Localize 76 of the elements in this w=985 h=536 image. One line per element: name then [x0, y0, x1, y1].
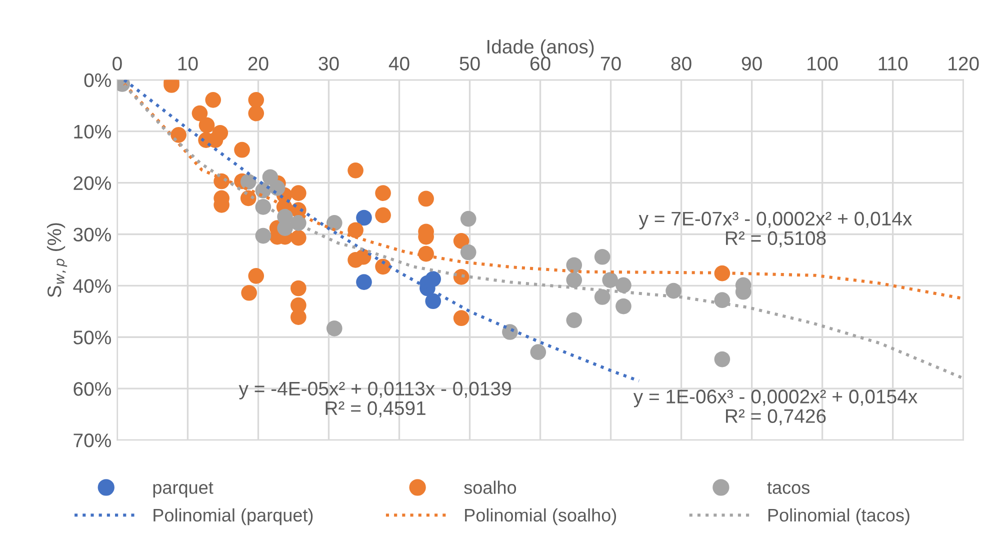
- x-tick-label: 40: [388, 56, 410, 70]
- point: [375, 258, 391, 275]
- y-axis-title: S$_{w,p}$ (%): [46, 223, 68, 298]
- point: [530, 344, 546, 360]
- point: [326, 214, 342, 231]
- x-tick-label: 60: [530, 56, 550, 70]
- x-tick-label: 20: [248, 56, 268, 70]
- point: [290, 185, 306, 201]
- x-tick-label: 10: [178, 56, 198, 70]
- x-tick-label: 90: [742, 56, 762, 70]
- point: [198, 117, 215, 134]
- point: [714, 351, 730, 368]
- point: [248, 105, 264, 122]
- y-tick-label: 50%: [74, 330, 111, 344]
- y-tick-label: 10%: [74, 124, 111, 139]
- x-tick-label: 0: [112, 56, 122, 70]
- point: [594, 289, 610, 305]
- y-tick-label: 30%: [73, 228, 111, 242]
- point: [616, 298, 632, 314]
- point: [616, 277, 632, 294]
- point: [348, 162, 364, 178]
- annotation: y = -4E-05x² + 0,0113x - 0,0139 R² = 0,4591: [238, 382, 511, 418]
- point: [566, 272, 582, 288]
- x-tick-label: 30: [318, 56, 339, 70]
- point: [269, 180, 286, 196]
- point: [460, 210, 476, 227]
- y-tick-label: 40%: [73, 279, 111, 293]
- point: [356, 210, 372, 226]
- point: [356, 274, 372, 290]
- x-tick-label: 100: [808, 56, 838, 70]
- point: [241, 284, 257, 301]
- point: [602, 272, 618, 288]
- y-tick-label: 0%: [84, 73, 111, 88]
- point: [290, 230, 306, 246]
- y-tick-label: 60%: [74, 382, 111, 396]
- legend-label: soalho: [464, 480, 516, 494]
- point: [170, 127, 186, 143]
- point: [205, 92, 222, 108]
- x-tick-label: 110: [878, 56, 908, 70]
- point: [326, 320, 342, 336]
- point: [453, 233, 470, 249]
- point: [714, 292, 730, 308]
- x-axis-title: Idade (anos): [487, 39, 594, 58]
- point: [425, 293, 442, 310]
- legend-label: tacos: [767, 482, 810, 494]
- legend-label: parquet: [153, 482, 214, 498]
- point: [566, 257, 582, 274]
- y-tick-label: 70%: [74, 434, 111, 448]
- point: [240, 174, 256, 190]
- point: [375, 207, 391, 224]
- legend-label: Polinomial (soalho): [465, 508, 616, 526]
- x-tick-label: 50: [460, 56, 480, 70]
- point: [594, 248, 610, 265]
- point: [248, 92, 264, 108]
- point: [290, 280, 306, 296]
- point: [502, 324, 518, 340]
- point: [453, 310, 470, 326]
- annotation: y = 1E-06x³ - 0,0002x² + 0,0154x R² = 0,7426: [633, 390, 918, 426]
- point: [460, 244, 476, 260]
- point: [666, 282, 682, 299]
- point: [348, 222, 364, 238]
- point: [290, 309, 306, 325]
- point: [192, 105, 208, 122]
- point: [255, 228, 272, 244]
- legend-label: Polinomial (tacos): [768, 508, 910, 526]
- annotation: y = 7E-07x³ - 0,0002x² + 0,014x R² = 0,5108: [638, 212, 912, 248]
- x-tick-label: 120: [948, 56, 979, 70]
- point: [234, 142, 250, 158]
- point: [418, 190, 434, 207]
- y-tick-label: 20%: [74, 176, 111, 190]
- point: [566, 312, 582, 328]
- point: [375, 185, 391, 201]
- x-tick-label: 80: [671, 56, 692, 70]
- legend-label: Polinomial (parquet): [154, 508, 313, 526]
- x-tick-label: 70: [600, 56, 621, 70]
- point: [248, 268, 264, 284]
